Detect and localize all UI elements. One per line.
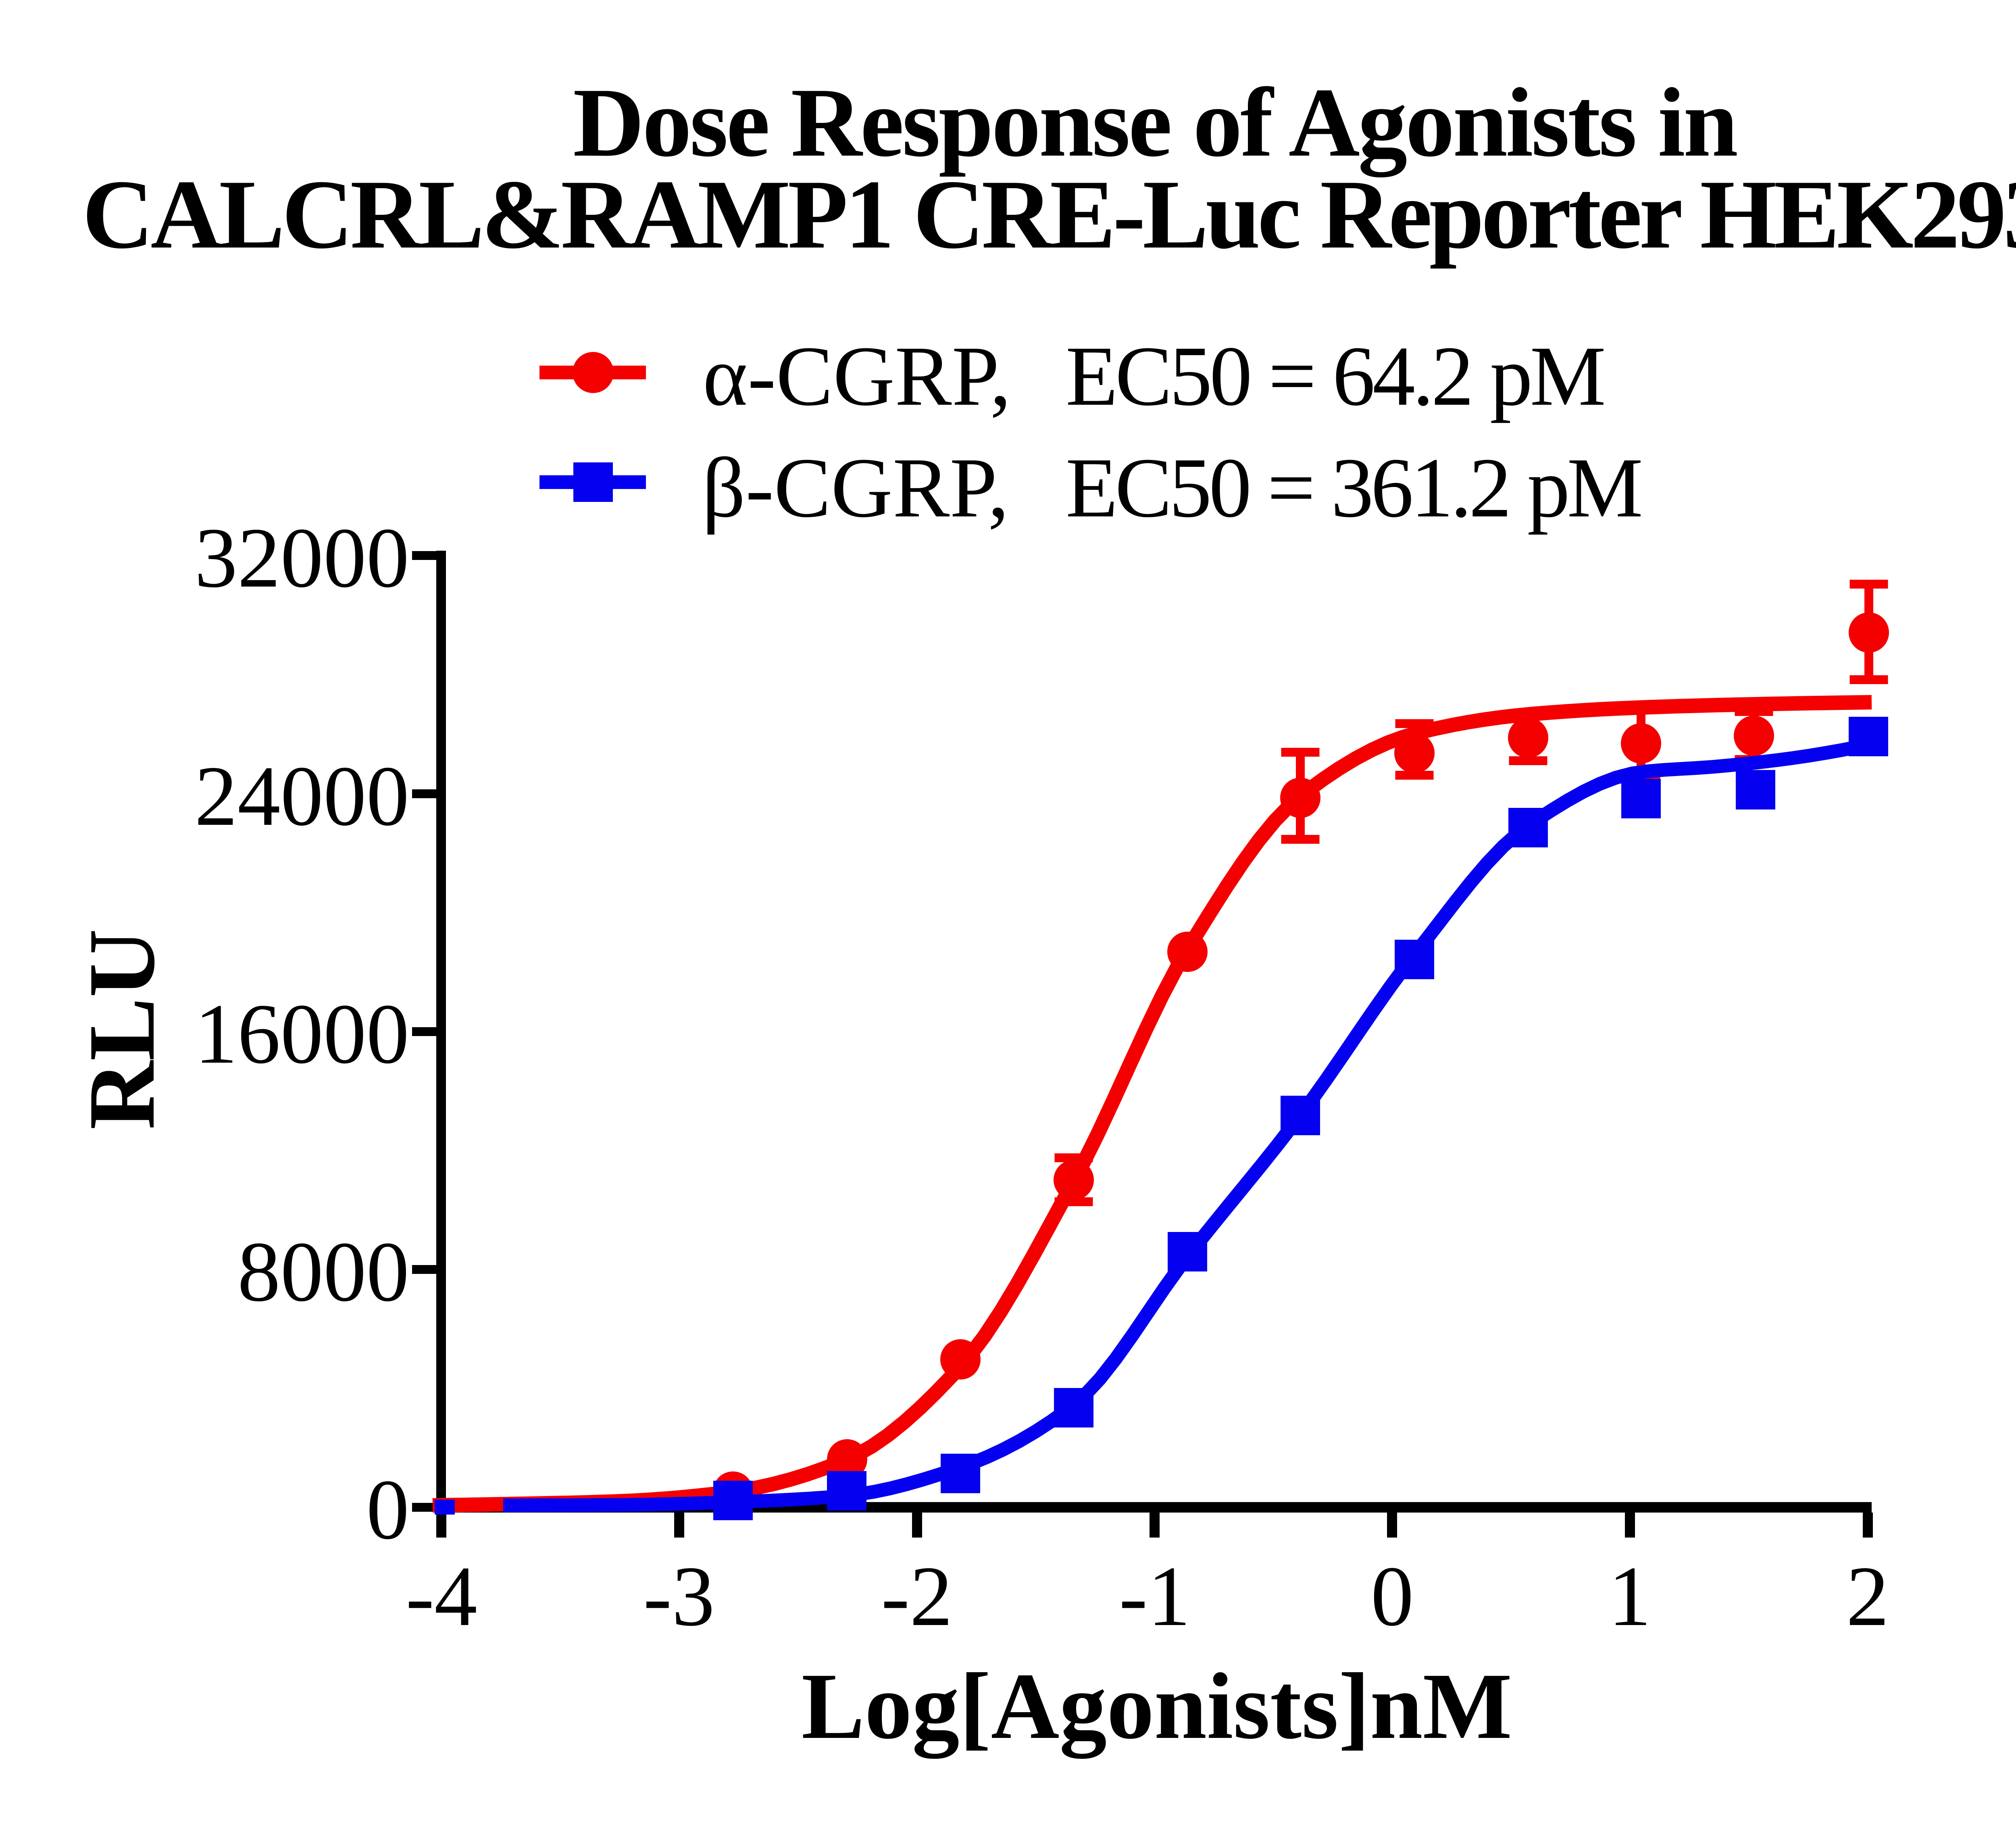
svg-text:16000: 16000	[195, 986, 410, 1082]
svg-text:8000: 8000	[237, 1224, 409, 1319]
svg-text:EC50 = 361.2 pM: EC50 = 361.2 pM	[1066, 440, 1643, 535]
svg-text:0: 0	[367, 1462, 410, 1557]
svg-text:32000: 32000	[195, 510, 410, 606]
svg-text:0: 0	[1371, 1549, 1414, 1644]
svg-text:RLU: RLU	[69, 929, 175, 1130]
svg-text:24000: 24000	[195, 749, 410, 844]
svg-text:-2: -2	[881, 1549, 952, 1644]
svg-text:1: 1	[1608, 1549, 1652, 1644]
svg-text:EC50 = 64.2 pM: EC50 = 64.2 pM	[1066, 329, 1606, 423]
svg-text:-1: -1	[1119, 1549, 1190, 1644]
svg-text:β-CGRP,: β-CGRP,	[702, 440, 1009, 535]
svg-text:2: 2	[1846, 1549, 1889, 1644]
svg-text:CALCRL&RAMP1 CRE-Luc Reporter: CALCRL&RAMP1 CRE-Luc Reporter HEK293(C1)	[82, 160, 2016, 269]
svg-text:α-CGRP,: α-CGRP,	[703, 329, 1011, 423]
svg-text:-3: -3	[643, 1549, 714, 1644]
svg-text:-4: -4	[406, 1549, 477, 1644]
svg-text:Log[Agonists]nM: Log[Agonists]nM	[802, 1654, 1512, 1759]
svg-text:Dose Response of Agonists in: Dose Response of Agonists in	[573, 68, 1738, 177]
